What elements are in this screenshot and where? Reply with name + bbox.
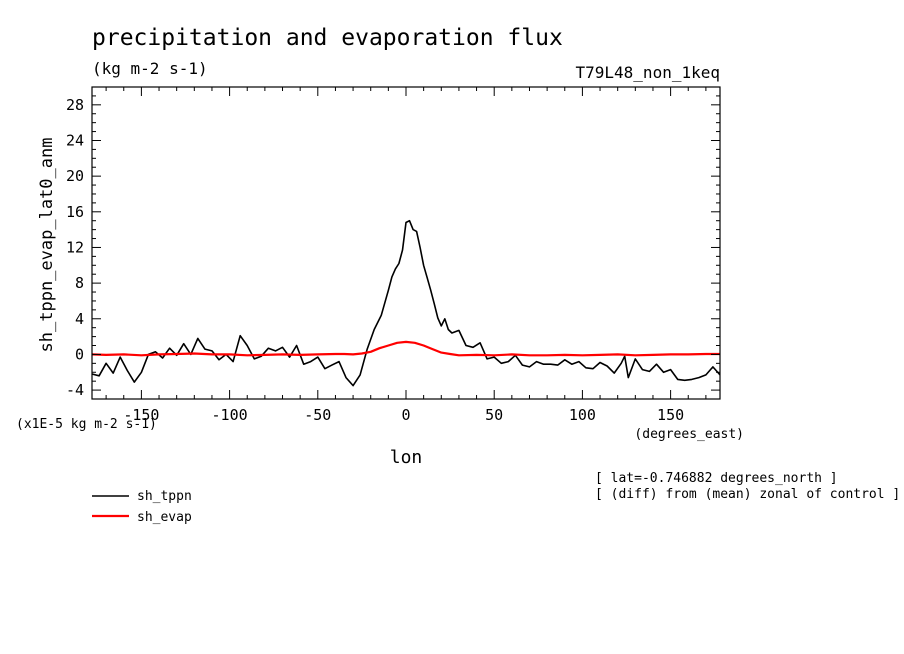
- x-tick-label: -100: [212, 406, 248, 424]
- y-tick-label: 0: [75, 345, 84, 363]
- y-tick-label: -4: [66, 381, 84, 399]
- y-tick-label: 4: [75, 310, 84, 328]
- annotation-diff: [ (diff) from (mean) zonal of control ]: [595, 487, 900, 502]
- x-tick-label: 150: [657, 406, 684, 424]
- y-tick-label: 28: [66, 96, 84, 114]
- y-tick-label: 16: [66, 203, 84, 221]
- experiment-label: T79L48_non_1keq: [576, 63, 721, 82]
- legend-label-evap: sh_evap: [137, 510, 192, 525]
- y-tick-label: 24: [66, 131, 84, 149]
- x-tick-label: 50: [485, 406, 503, 424]
- x-tick-label: -50: [304, 406, 331, 424]
- y-tick-label: 20: [66, 167, 84, 185]
- x-tick-label: 100: [569, 406, 596, 424]
- series-line-sh_tppn: [91, 219, 721, 387]
- x-units-label: (degrees_east): [634, 427, 744, 442]
- annotation-lat: [ lat=-0.746882 degrees_north ]: [595, 471, 838, 486]
- x-tick-label: 0: [401, 406, 410, 424]
- chart-title: precipitation and evaporation flux: [92, 25, 563, 51]
- x-tick-label: -150: [123, 406, 159, 424]
- y-axis-label: sh_tppn_evap_lat0_anm: [37, 138, 57, 353]
- legend-label-tppn: sh_tppn: [137, 489, 192, 504]
- x-axis-label: lon: [390, 447, 423, 468]
- chart-subtitle: (kg m-2 s-1): [92, 59, 208, 78]
- y-scale-note: (x1E-5 kg m-2 s-1): [16, 417, 157, 432]
- plot-frame: [91, 86, 721, 400]
- y-tick-label: 12: [66, 238, 84, 256]
- series-line-sh_evap: [91, 340, 720, 357]
- axis-ticks: -150 -100 -50 0 50 100 150 -4 0 4 8 12 16 20 24 28: [66, 86, 720, 424]
- y-tick-label: 8: [75, 274, 84, 292]
- legend: sh_tppn sh_evap: [92, 489, 192, 525]
- series-lines: [91, 219, 721, 387]
